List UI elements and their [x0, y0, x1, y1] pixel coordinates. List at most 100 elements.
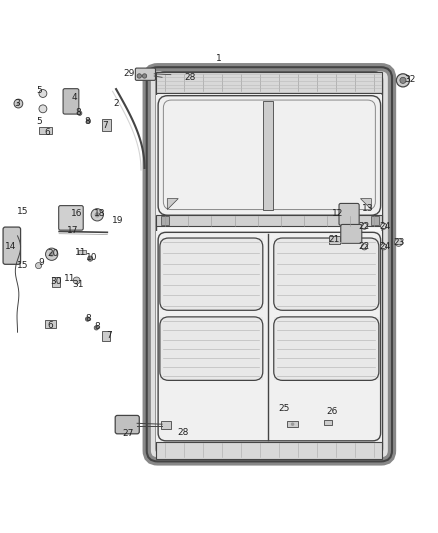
Text: 3: 3 — [14, 99, 21, 108]
FancyBboxPatch shape — [63, 88, 79, 114]
Bar — [324, 420, 332, 425]
Circle shape — [361, 223, 367, 229]
Bar — [161, 421, 171, 429]
Text: 8: 8 — [85, 117, 91, 126]
Polygon shape — [167, 199, 178, 209]
Text: 5: 5 — [36, 117, 42, 126]
Text: 29: 29 — [124, 69, 135, 78]
FancyBboxPatch shape — [135, 68, 155, 80]
Text: 19: 19 — [112, 216, 123, 225]
Text: 16: 16 — [71, 208, 82, 217]
Text: 27: 27 — [122, 429, 134, 438]
Bar — [45, 320, 56, 328]
Text: 5: 5 — [36, 86, 42, 95]
Circle shape — [49, 252, 54, 257]
Text: 24: 24 — [379, 243, 390, 251]
Circle shape — [361, 244, 367, 250]
Text: 28: 28 — [177, 427, 189, 437]
FancyBboxPatch shape — [59, 206, 83, 230]
Text: 7: 7 — [102, 121, 108, 130]
FancyBboxPatch shape — [156, 72, 382, 457]
Bar — [156, 95, 382, 216]
Circle shape — [17, 102, 20, 106]
Bar — [263, 101, 273, 209]
Text: 26: 26 — [326, 407, 338, 416]
Bar — [287, 421, 298, 427]
Text: 17: 17 — [67, 226, 78, 235]
Circle shape — [381, 223, 387, 229]
Circle shape — [46, 248, 58, 260]
Text: 32: 32 — [404, 75, 415, 84]
Text: 21: 21 — [328, 235, 339, 244]
Circle shape — [137, 74, 141, 78]
Text: 11: 11 — [75, 248, 87, 257]
Circle shape — [85, 317, 90, 321]
Text: 23: 23 — [394, 238, 405, 247]
Bar — [161, 216, 169, 225]
FancyBboxPatch shape — [341, 224, 362, 243]
Text: 30: 30 — [50, 277, 62, 286]
Text: 15: 15 — [17, 207, 28, 216]
FancyBboxPatch shape — [115, 415, 139, 434]
Bar — [156, 231, 382, 442]
Circle shape — [88, 256, 93, 261]
Text: 2: 2 — [113, 99, 119, 108]
Bar — [156, 442, 382, 458]
Text: 12: 12 — [332, 208, 344, 217]
Circle shape — [86, 119, 91, 123]
Bar — [39, 127, 52, 134]
Circle shape — [291, 423, 294, 426]
Bar — [102, 332, 110, 341]
Text: 8: 8 — [85, 314, 92, 322]
Circle shape — [94, 326, 99, 330]
Bar — [274, 238, 379, 310]
Text: 18: 18 — [94, 208, 106, 217]
Bar — [160, 317, 263, 381]
Circle shape — [396, 74, 410, 87]
Text: 25: 25 — [278, 405, 290, 414]
Circle shape — [395, 238, 403, 246]
Text: 15: 15 — [17, 261, 28, 270]
Bar — [371, 216, 379, 225]
Text: 8: 8 — [75, 108, 81, 117]
Text: 10: 10 — [86, 253, 98, 262]
Text: 9: 9 — [39, 259, 45, 268]
Circle shape — [91, 209, 103, 221]
Bar — [156, 215, 382, 226]
Circle shape — [381, 244, 387, 250]
Circle shape — [14, 99, 23, 108]
Text: 14: 14 — [5, 243, 17, 251]
Circle shape — [35, 263, 42, 269]
Bar — [160, 238, 263, 310]
Text: 7: 7 — [106, 331, 112, 340]
Bar — [274, 317, 379, 381]
Circle shape — [95, 212, 100, 217]
Text: 1: 1 — [216, 54, 222, 63]
Circle shape — [39, 90, 47, 98]
Bar — [78, 250, 86, 254]
Text: 4: 4 — [72, 93, 77, 102]
Bar — [329, 236, 340, 244]
Text: 6: 6 — [44, 128, 50, 138]
Circle shape — [39, 105, 47, 113]
Text: 11: 11 — [64, 274, 75, 283]
FancyBboxPatch shape — [3, 227, 21, 264]
Text: 24: 24 — [379, 222, 390, 231]
Text: 22: 22 — [358, 243, 369, 251]
Text: 13: 13 — [362, 204, 374, 213]
Bar — [52, 278, 60, 287]
Text: 20: 20 — [48, 249, 59, 258]
FancyBboxPatch shape — [147, 67, 392, 462]
Text: 6: 6 — [47, 321, 53, 330]
Circle shape — [73, 277, 80, 284]
Text: 22: 22 — [358, 222, 369, 231]
Text: 8: 8 — [94, 322, 100, 332]
Circle shape — [78, 111, 82, 115]
Text: 31: 31 — [72, 280, 84, 289]
Polygon shape — [360, 199, 371, 209]
Bar — [102, 119, 111, 131]
Circle shape — [142, 74, 147, 78]
Text: 28: 28 — [185, 73, 196, 82]
Circle shape — [400, 77, 406, 84]
FancyBboxPatch shape — [339, 204, 359, 225]
